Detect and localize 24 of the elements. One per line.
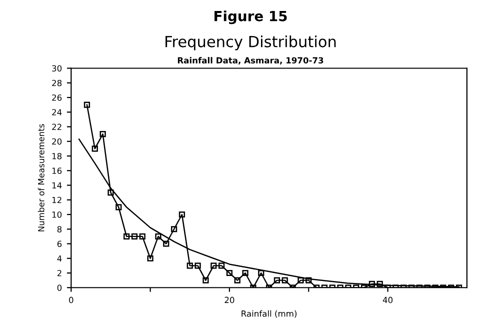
y-tick-label: 22 <box>52 124 62 130</box>
y-tick-label: 30 <box>52 65 62 72</box>
y-tick-label: 18 <box>52 152 62 160</box>
caption: Figure 15 <box>214 10 287 24</box>
y-tick-label: 28 <box>52 80 62 86</box>
y-tick-label: 6 <box>57 240 62 248</box>
y-tick-label: 2 <box>57 270 62 276</box>
y-tick-label: 12 <box>52 196 62 204</box>
chart-subtitle: Rainfall Data, Asmara, 1970-73 <box>178 57 324 65</box>
y-tick-label: 14 <box>52 182 62 188</box>
y-axis-title: Number of Measurements <box>38 124 44 232</box>
x-tick-label: 40 <box>382 296 393 304</box>
x-tick-label: 20 <box>224 296 234 304</box>
y-tick-label: 10 <box>52 211 62 218</box>
y-tick-label: 16 <box>52 168 62 174</box>
y-tick-label: 4 <box>57 255 62 262</box>
y-tick-label: 24 <box>52 109 62 116</box>
y-tick-label: 0 <box>57 284 62 291</box>
y-tick-label: 26 <box>52 94 62 101</box>
x-tick-label: 0 <box>69 296 74 304</box>
y-tick-label: 20 <box>52 138 62 145</box>
chart-title: Frequency Distribution <box>166 36 336 50</box>
x-axis-title: Rainfall (mm) <box>242 310 297 318</box>
y-tick-label: 8 <box>57 226 62 232</box>
